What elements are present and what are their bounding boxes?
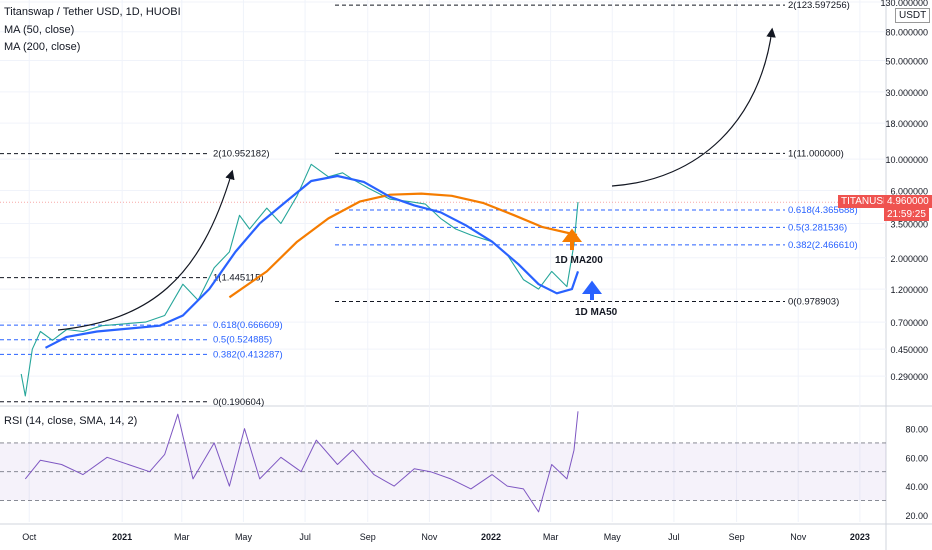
ma50-up-arrow [582,280,602,300]
fib-level-label: 0.5(0.524885) [213,335,272,346]
fib-level-label: 1(1.445115) [213,273,264,284]
time-tick-label: May [604,532,622,542]
fib-level-label: 0.382(2.466610) [788,240,858,251]
drawing-arrows: 1D MA200 1D MA50 [57,27,776,331]
fib-level-label: 2(123.597256) [788,0,850,11]
time-tick-label: 2021 [112,532,132,542]
price-tick-label: 6.000000 [890,186,928,196]
time-tick-label: Sep [729,532,745,542]
curved-arrow-left [57,169,235,331]
rsi-legend: RSI (14, close, SMA, 14, 2) [4,415,138,427]
curved-arrow-right [611,27,776,187]
currency-label[interactable]: USDT [895,8,931,23]
fib-level-label: 0(0.190604) [213,397,264,408]
price-tick-label: 1.200000 [890,285,928,295]
chart-title: Titanswap / Tether USD, 1D, HUOBI [4,6,181,18]
ma50-line [44,174,580,349]
price-tick-label: 30.000000 [885,88,928,98]
rsi-tick-label: 40.00 [905,482,928,492]
rsi-tick-label: 80.00 [905,425,928,435]
price-tick-label: 130.000000 [880,0,928,8]
time-tick-label: May [235,532,253,542]
price-tick-label: 0.450000 [890,345,928,355]
ma200-up-arrow [562,228,582,250]
price-line [20,163,579,397]
ma50-label: 1D MA50 [575,307,618,318]
time-tick-label: Mar [543,532,559,542]
time-tick-label: Nov [790,532,807,542]
fib-level-label: 1(11.000000) [788,148,844,159]
ma50-legend: MA (50, close) [4,24,75,36]
fib-level-label: 0.618(4.365688) [788,205,858,216]
ma200-line [228,192,578,299]
price-tick-label: 10.000000 [885,155,928,165]
fib-level-label: 0.382(0.413287) [213,349,283,360]
fib-level-label: 0.5(3.281536) [788,222,847,233]
time-tick-label: 2022 [481,532,501,542]
time-tick-label: Oct [22,532,37,542]
rsi-tick-label: 60.00 [905,453,928,463]
time-tick-label: Jul [668,532,680,542]
price-tick-label: 50.000000 [885,57,928,67]
price-tick-label: 2.000000 [890,254,928,264]
fib-level-label: 0(0.978903) [788,297,839,308]
price-tick-label: 80.000000 [885,28,928,38]
time-tick-label: Jul [299,532,311,542]
bar-countdown: 21:59:25 [884,208,929,221]
rsi-tick-label: 20.00 [905,511,928,521]
price-axis: 130.000000 80.000000 50.000000 30.000000 18.… [880,0,928,521]
time-tick-label: Nov [421,532,438,542]
ma200-legend: MA (200, close) [4,41,81,53]
time-tick-label: 2023 [850,532,870,542]
price-tick-label: 0.290000 [890,372,928,382]
price-tick-label: 18.000000 [885,119,928,129]
ma200-label: 1D MA200 [555,255,603,266]
fib-retracements: 2(123.597256) 1(11.000000) 0.618(4.365688)… [0,0,886,408]
price-tick-label: 0.700000 [890,318,928,328]
fib-level-label: 2(10.952182) [213,149,270,160]
rsi-line [24,411,579,513]
time-axis: Oct 2021 Mar May Jul Sep Nov 2022 Mar May Jul Sep No… [22,532,870,542]
last-price-value: 4.960000 [884,195,932,208]
rsi-band [0,442,886,501]
series-layer [20,163,580,513]
fib-level-label: 0.618(0.666609) [213,320,283,331]
time-tick-label: Mar [174,532,190,542]
price-tick-label: 3.500000 [890,219,928,229]
time-tick-label: Sep [360,532,376,542]
